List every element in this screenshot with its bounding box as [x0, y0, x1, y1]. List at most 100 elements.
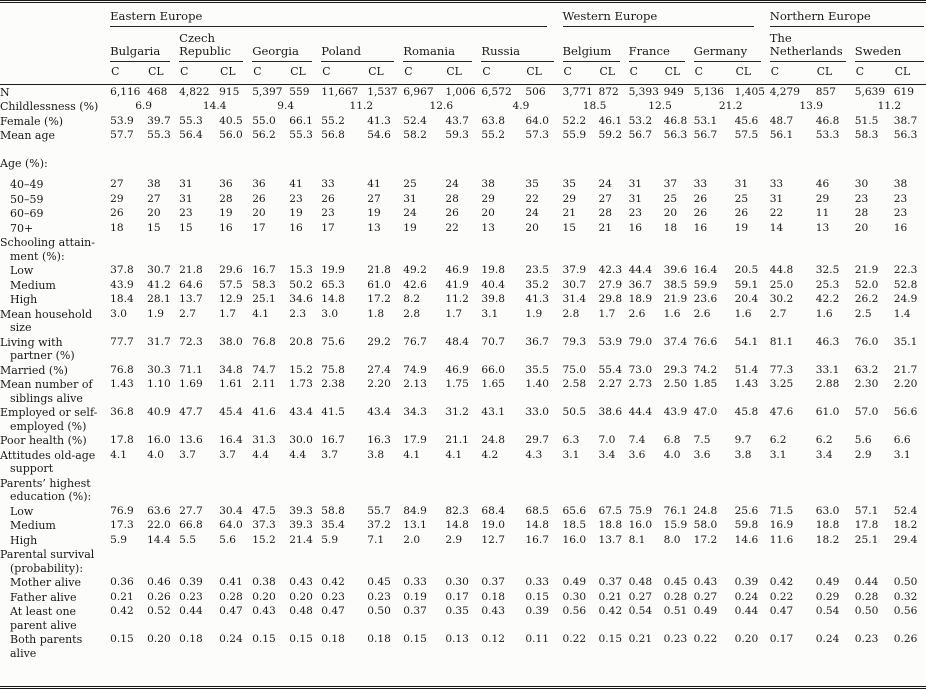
region-rule: Eastern Europe [110, 10, 547, 27]
data-cell: 30 [854, 178, 869, 190]
row-label-text: 70+ [10, 221, 34, 235]
data-cell: 3.25 [769, 378, 794, 390]
row-label: Mean number of siblings alive [0, 377, 110, 405]
data-cell: 56.3 [893, 129, 918, 141]
col-header-cl: CL [367, 62, 404, 85]
data-cell: 1.9 [147, 307, 164, 320]
data-cell: 52.2 [562, 114, 587, 127]
data-cell: 66.0 [481, 363, 505, 376]
data-cell: 0.26 [893, 633, 918, 645]
table-row: Father alive 0.21 0.26 0.23 0.28 0.20 0.20 0.23… [0, 590, 926, 605]
data-cell: 76.8 [252, 335, 276, 348]
data-cell: 41 [289, 178, 303, 190]
data-cell: 75.8 [321, 363, 345, 376]
data-cell: 30.7 [147, 264, 171, 276]
data-cell: 33 [693, 178, 708, 190]
country-header-russia: Russia [481, 27, 562, 62]
data-cell: 0.22 [769, 590, 794, 603]
data-cell: 41.3 [367, 114, 391, 127]
data-cell: 3.1 [562, 448, 580, 461]
data-cell: 0.18 [481, 590, 505, 603]
data-cell: 35 [525, 178, 539, 190]
data-cell: 559 [289, 85, 310, 98]
data-cell: 2.7 [769, 307, 787, 320]
data-cell: 34.6 [289, 293, 313, 305]
country-rule: France [628, 40, 685, 62]
data-cell: 2.9 [854, 448, 872, 461]
data-cell: 0.32 [893, 590, 918, 603]
data-cell: 23 [854, 192, 869, 205]
data-cell-span: 13.9 [799, 100, 824, 112]
data-cell: 43.4 [289, 406, 313, 418]
data-cell: 2.8 [562, 307, 580, 320]
data-cell: 47.5 [252, 504, 276, 517]
data-cell: 872 [598, 85, 619, 98]
data-cell: 16.4 [219, 434, 243, 446]
data-cell: 35.2 [525, 278, 549, 291]
data-cell: 4.4 [252, 448, 270, 461]
data-cell: 31 [403, 192, 417, 205]
section-row: Age (%): [0, 143, 926, 171]
data-cell: 6.8 [663, 434, 681, 446]
row-label-text: Mean age [0, 129, 56, 142]
data-cell: 56.0 [219, 129, 243, 141]
data-cell: 19.9 [321, 264, 345, 276]
data-cell-span: 12.5 [648, 100, 672, 112]
data-cell: 2.27 [598, 378, 623, 390]
data-cell: 5.6 [854, 434, 872, 446]
data-cell: 43.7 [445, 114, 469, 127]
data-cell: 31 [628, 192, 643, 205]
country-label: France [628, 44, 670, 58]
data-cell: 50.2 [289, 278, 313, 291]
country-label: Georgia [252, 44, 299, 58]
table-row: Employed or self- employed (%) 36.8 40.9 47… [0, 405, 926, 433]
data-cell: 17.9 [403, 434, 427, 446]
data-cell: 30.0 [289, 434, 313, 446]
data-cell: 68.5 [525, 504, 549, 517]
data-cell: 38 [893, 178, 908, 190]
data-cell: 29.4 [893, 533, 918, 546]
data-cell: 0.49 [815, 576, 840, 588]
data-cell: 35 [562, 178, 576, 190]
table-row: Female (%) 53.9 39.7 55.3 40.5 55.0 66.1 55.2 41… [0, 114, 926, 129]
data-cell: 1.43 [110, 378, 134, 390]
data-cell-span: 11.2 [349, 100, 374, 112]
country-header-germany: Germany [693, 27, 770, 62]
data-cell: 40.5 [219, 114, 243, 127]
data-cell-span: 9.4 [277, 100, 295, 112]
data-cell: 42.3 [598, 264, 623, 276]
row-label: Childlessness (%) [0, 99, 110, 114]
data-cell: 1.43 [734, 378, 759, 390]
data-cell: 76.9 [110, 504, 134, 517]
data-cell: 34.3 [403, 406, 427, 418]
data-cell: 41 [367, 178, 381, 190]
section-label: Parents’ highest education (%): [0, 476, 926, 504]
row-label-text: Mean household size [0, 307, 93, 335]
data-cell: 857 [815, 85, 836, 98]
data-cell: 0.45 [367, 576, 391, 588]
data-cell: 0.54 [815, 605, 840, 617]
data-cell: 2.6 [628, 307, 646, 320]
data-cell: 5,639 [854, 85, 886, 98]
table-row: At least one parent alive 0.42 0.52 0.44 0.4… [0, 604, 926, 632]
data-cell: 46.8 [663, 114, 688, 127]
data-cell: 37.2 [367, 519, 391, 531]
row-label-text: High [10, 293, 38, 306]
data-cell: 5,397 [252, 85, 283, 98]
data-cell: 21.9 [663, 293, 688, 305]
data-cell: 3.1 [769, 448, 787, 461]
data-cell: 15.2 [252, 533, 276, 546]
data-cell: 29.7 [525, 434, 549, 446]
data-cell: 41.6 [252, 406, 276, 418]
data-cell: 28 [854, 207, 869, 219]
data-cell: 55.3 [147, 129, 171, 141]
data-cell: 27 [598, 192, 613, 205]
data-cell: 0.24 [815, 633, 840, 645]
data-cell: 26.2 [854, 293, 879, 305]
data-cell: 16.9 [769, 519, 794, 531]
data-cell: 75.0 [562, 363, 587, 376]
data-cell: 59.2 [598, 129, 623, 141]
data-cell: 1.7 [598, 307, 616, 320]
row-label-text: Medium [10, 519, 56, 532]
data-cell: 28.1 [147, 293, 171, 305]
